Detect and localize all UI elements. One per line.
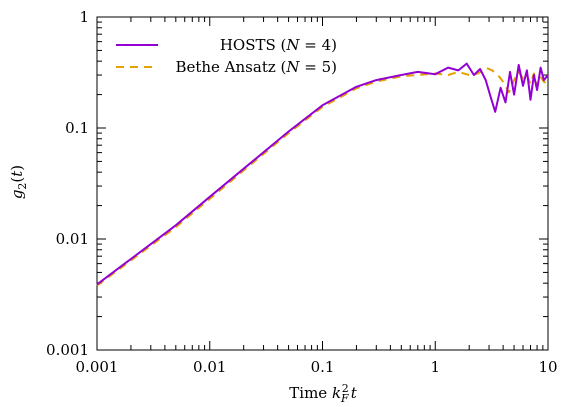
series-line-bethe bbox=[96, 66, 549, 287]
x-axis-label-prefix: Time bbox=[289, 384, 332, 402]
x-tick-label: 1 bbox=[430, 358, 440, 376]
tick-labels: 0.001 0.01 0.1 1 10 0.001 0.01 0.1 1 bbox=[46, 8, 558, 376]
series-layer bbox=[96, 62, 549, 287]
x-tick-label: 0.01 bbox=[193, 358, 226, 376]
legend: HOSTS (N = 4) Bethe Ansatz (N = 5) bbox=[116, 36, 337, 76]
series-line-hosts bbox=[96, 62, 549, 286]
y-axis-label: g2(t) bbox=[8, 165, 29, 199]
legend-label-hosts: HOSTS (N = 4) bbox=[220, 36, 337, 54]
x-tick-label: 10 bbox=[538, 358, 557, 376]
y-tick-label: 0.001 bbox=[46, 341, 89, 359]
y-tick-label: 0.01 bbox=[56, 230, 89, 248]
axis-ticks bbox=[96, 17, 549, 351]
x-tick-label: 0.001 bbox=[76, 358, 119, 376]
y-tick-label: 0.1 bbox=[65, 119, 89, 137]
y-tick-label: 1 bbox=[79, 8, 89, 26]
legend-label-bethe: Bethe Ansatz (N = 5) bbox=[175, 58, 337, 76]
x-tick-label: 0.1 bbox=[311, 358, 335, 376]
x-axis-label: Time kF2 t bbox=[289, 382, 357, 405]
